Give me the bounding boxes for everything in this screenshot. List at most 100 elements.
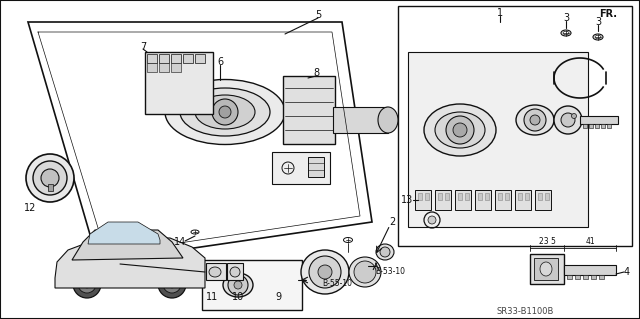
Bar (147, 54, 157, 63)
Bar (272, 152, 330, 184)
Bar (159, 54, 169, 63)
Bar (438, 193, 442, 200)
Text: 3: 3 (563, 13, 569, 23)
Bar (599, 275, 604, 279)
Bar (183, 54, 193, 63)
Circle shape (26, 154, 74, 202)
Circle shape (168, 280, 176, 288)
Text: 12: 12 (24, 203, 36, 213)
Circle shape (158, 270, 186, 298)
Bar (308, 157, 324, 177)
Ellipse shape (376, 244, 394, 260)
FancyArrow shape (618, 10, 631, 23)
Ellipse shape (180, 88, 270, 136)
Text: 1: 1 (497, 8, 503, 18)
Text: B-55-10: B-55-10 (322, 279, 352, 288)
Circle shape (318, 265, 332, 279)
Bar (498, 193, 502, 200)
Bar (171, 54, 181, 63)
Bar (505, 193, 509, 200)
Polygon shape (28, 22, 372, 262)
Circle shape (354, 261, 376, 283)
Ellipse shape (195, 95, 255, 129)
Circle shape (572, 114, 577, 118)
Circle shape (380, 247, 390, 257)
Bar (583, 275, 588, 279)
Text: 3: 3 (595, 17, 601, 27)
Ellipse shape (209, 267, 221, 277)
Bar (564, 265, 616, 275)
Circle shape (453, 123, 467, 137)
Circle shape (530, 115, 540, 125)
Circle shape (163, 275, 181, 293)
Text: 5: 5 (315, 10, 321, 20)
Bar (530, 254, 564, 284)
Circle shape (124, 250, 132, 258)
Circle shape (78, 275, 96, 293)
Bar (515, 190, 531, 210)
Circle shape (41, 169, 59, 187)
Bar (283, 76, 335, 144)
Ellipse shape (165, 79, 285, 145)
Bar (418, 193, 422, 200)
Ellipse shape (349, 257, 381, 287)
Ellipse shape (223, 273, 253, 297)
Bar (580, 116, 618, 124)
Bar (159, 63, 169, 72)
Bar (545, 193, 549, 200)
Circle shape (446, 116, 474, 144)
Circle shape (561, 113, 575, 127)
Circle shape (309, 256, 341, 288)
Bar (567, 275, 572, 279)
Bar (465, 193, 469, 200)
Circle shape (228, 275, 248, 295)
Circle shape (524, 109, 546, 131)
Bar (589, 124, 593, 128)
Bar (485, 193, 489, 200)
Text: 13: 13 (401, 195, 413, 205)
Circle shape (83, 280, 91, 288)
Bar (227, 263, 243, 280)
Bar (601, 124, 605, 128)
Bar (202, 260, 302, 310)
Bar (445, 193, 449, 200)
Ellipse shape (435, 112, 485, 148)
Ellipse shape (301, 250, 349, 294)
Bar (435, 190, 451, 210)
Bar (415, 190, 431, 210)
Text: 9: 9 (275, 292, 281, 302)
Bar (455, 190, 471, 210)
Text: 7: 7 (140, 42, 146, 52)
Bar (195, 54, 205, 63)
Bar (583, 124, 587, 128)
Polygon shape (55, 238, 205, 288)
Text: 23 5: 23 5 (539, 238, 556, 247)
Ellipse shape (378, 107, 398, 133)
Text: 2: 2 (389, 217, 395, 227)
Circle shape (428, 216, 436, 224)
Bar (458, 193, 462, 200)
Bar (408, 52, 588, 227)
Text: 8: 8 (313, 68, 319, 78)
Bar (145, 52, 213, 114)
Ellipse shape (424, 104, 496, 156)
Ellipse shape (230, 267, 240, 277)
Text: SR33-B1100B: SR33-B1100B (496, 307, 554, 315)
Text: FR.: FR. (599, 9, 617, 19)
Text: 4: 4 (624, 267, 630, 277)
Text: 14: 14 (174, 237, 186, 247)
Bar (575, 275, 580, 279)
Bar (538, 193, 542, 200)
Text: B-53-10: B-53-10 (375, 266, 405, 276)
Text: 6: 6 (217, 57, 223, 67)
Bar (333, 107, 388, 133)
Text: 11: 11 (206, 292, 218, 302)
Bar (147, 63, 157, 72)
Bar (534, 258, 558, 280)
Text: 41: 41 (585, 238, 595, 247)
Bar (518, 193, 522, 200)
Bar (206, 263, 226, 280)
Bar (495, 190, 511, 210)
Circle shape (234, 281, 242, 289)
Bar (425, 193, 429, 200)
